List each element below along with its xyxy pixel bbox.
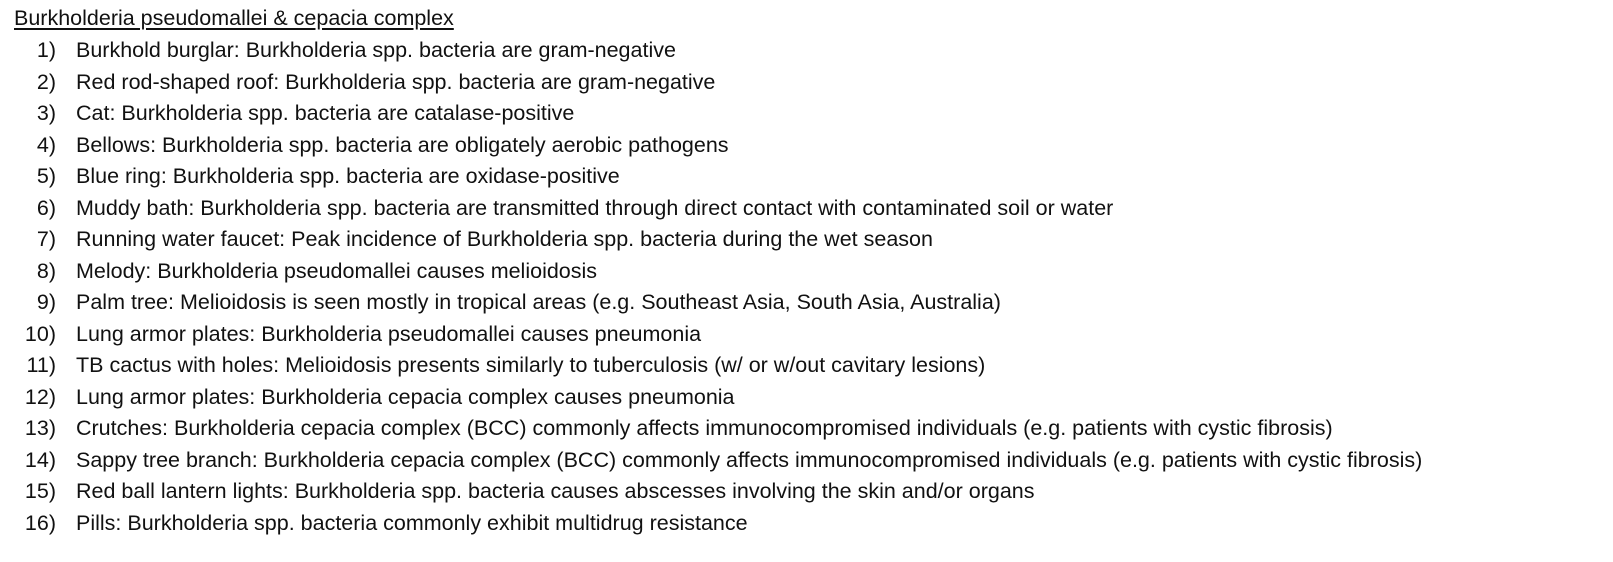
list-item: 15) Red ball lantern lights: Burkholderia… — [14, 476, 1604, 508]
list-item-number: 5) — [36, 164, 56, 188]
list-item: 11) TB cactus with holes: Melioidosis pre… — [14, 350, 1604, 382]
list-item-number: 8) — [36, 258, 56, 283]
numbered-list: 1) Burkhold burglar: Burkholderia spp. ba… — [14, 35, 1604, 539]
list-item-text: Bellows: Burkholderia spp. bacteria are … — [76, 132, 729, 157]
list-item: 14) Sappy tree branch: Burkholderia cepac… — [14, 445, 1604, 477]
list-item-text: Red rod-shaped roof: Burkholderia spp. b… — [76, 69, 716, 94]
list-item: 4) Bellows: Burkholderia spp. bacteria ar… — [14, 130, 1604, 162]
list-item-text: Melody: Burkholderia pseudomallei causes… — [76, 258, 598, 283]
list-item-text: Cat: Burkholderia spp. bacteria are cata… — [76, 101, 575, 125]
list-item-text: Blue ring: Burkholderia spp. bacteria ar… — [76, 164, 620, 188]
list-item-text: Lung armor plates: Burkholderia pseudoma… — [76, 321, 702, 346]
list-item-number: 10) — [24, 321, 56, 346]
list-item: 9) Palm tree: Melioidosis is seen mostly … — [14, 287, 1604, 319]
list-item-number: 3) — [36, 101, 56, 125]
list-item: 16) Pills: Burkholderia spp. bacteria com… — [14, 508, 1604, 540]
list-item: 2) Red rod-shaped roof: Burkholderia spp.… — [14, 67, 1604, 99]
list-item-number: 7) — [36, 227, 56, 251]
list-item-text: Palm tree: Melioidosis is seen mostly in… — [76, 290, 1001, 314]
list-item-text: Pills: Burkholderia spp. bacteria common… — [76, 510, 748, 535]
list-item-text: Muddy bath: Burkholderia spp. bacteria a… — [76, 195, 1114, 220]
list-item-text: TB cactus with holes: Melioidosis presen… — [76, 353, 986, 377]
list-item: 7) Running water faucet: Peak incidence o… — [14, 224, 1604, 256]
list-item-number: 15) — [24, 479, 56, 503]
list-item: 6) Muddy bath: Burkholderia spp. bacteria… — [14, 193, 1604, 225]
document: Burkholderia pseudomallei & cepacia comp… — [14, 4, 1604, 539]
list-item-number: 14) — [24, 447, 56, 472]
list-item-text: Crutches: Burkholderia cepacia complex (… — [76, 416, 1333, 440]
list-item: 5) Blue ring: Burkholderia spp. bacteria … — [14, 161, 1604, 193]
list-item-text: Sappy tree branch: Burkholderia cepacia … — [76, 447, 1423, 472]
list-item: 13) Crutches: Burkholderia cepacia comple… — [14, 413, 1604, 445]
list-item: 10) Lung armor plates: Burkholderia pseud… — [14, 319, 1604, 351]
list-item-text: Burkhold burglar: Burkholderia spp. bact… — [76, 38, 676, 62]
list-item-number: 12) — [24, 384, 56, 409]
list-item-number: 16) — [24, 510, 56, 535]
list-item-text: Running water faucet: Peak incidence of … — [76, 227, 933, 251]
list-item-number: 1) — [36, 38, 56, 62]
list-item-number: 4) — [36, 132, 56, 157]
list-item: 12) Lung armor plates: Burkholderia cepac… — [14, 382, 1604, 414]
list-item-number: 2) — [36, 69, 56, 94]
list-item-number: 9) — [36, 290, 56, 314]
list-item-number: 11) — [26, 353, 56, 377]
list-item: 8) Melody: Burkholderia pseudomallei caus… — [14, 256, 1604, 288]
list-item-text: Lung armor plates: Burkholderia cepacia … — [76, 384, 735, 409]
list-item: 1) Burkhold burglar: Burkholderia spp. ba… — [14, 35, 1604, 67]
list-item-number: 13) — [24, 416, 56, 440]
list-item-text: Red ball lantern lights: Burkholderia sp… — [76, 479, 1035, 503]
list-item-number: 6) — [36, 195, 56, 220]
document-title: Burkholderia pseudomallei & cepacia comp… — [14, 6, 454, 30]
list-item: 3) Cat: Burkholderia spp. bacteria are ca… — [14, 98, 1604, 130]
